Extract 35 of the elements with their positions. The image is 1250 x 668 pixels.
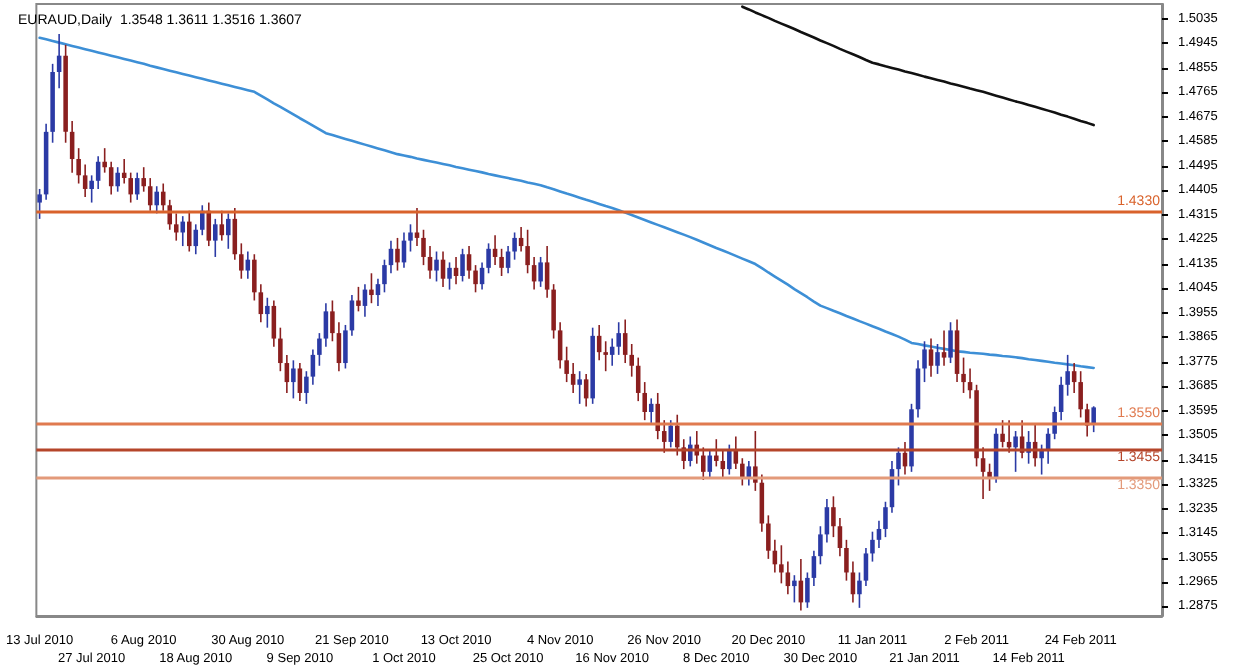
candlestick [941, 329, 947, 367]
candlestick [460, 248, 465, 283]
candlestick [577, 370, 582, 405]
candlestick [785, 560, 791, 596]
candlestick [538, 256, 543, 288]
candlestick [434, 250, 439, 283]
candlestick [297, 362, 303, 402]
candlestick [356, 286, 361, 313]
candlestick [154, 185, 160, 215]
candlestick [213, 218, 218, 258]
candlestick [115, 166, 120, 193]
candlestick [863, 547, 869, 587]
candlestick [82, 163, 88, 198]
candlestick [727, 443, 732, 476]
candlestick [226, 212, 231, 250]
candlestick [447, 261, 452, 291]
candlestick [291, 359, 296, 400]
candlestick [792, 574, 797, 604]
candlestick [265, 296, 270, 329]
candlestick [369, 272, 374, 304]
candlestick [1013, 430, 1018, 473]
candlestick [1000, 419, 1005, 449]
candlestick [427, 245, 433, 280]
line-series [741, 5, 1095, 127]
candlestick [928, 337, 934, 378]
candlestick [948, 321, 953, 364]
candlestick [935, 343, 940, 375]
candlestick [186, 209, 192, 253]
candlestick [466, 245, 472, 280]
candlestick [395, 237, 400, 272]
candlestick [648, 397, 654, 424]
candlestick [180, 215, 186, 247]
candlestick [1091, 405, 1096, 433]
candlestick [668, 419, 674, 449]
candlestick [323, 302, 329, 348]
